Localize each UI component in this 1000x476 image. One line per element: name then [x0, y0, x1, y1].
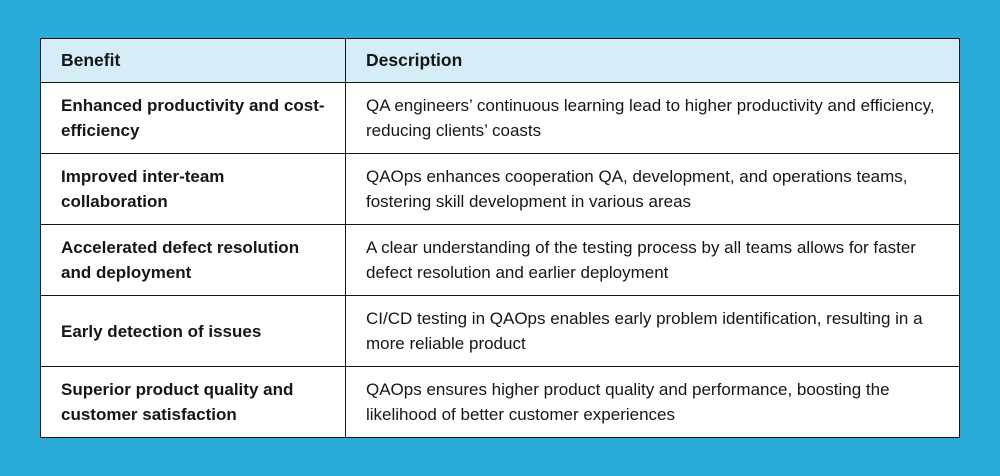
table-row: Early detection of issues CI/CD testing … — [40, 295, 960, 367]
description-cell: CI/CD testing in QAOps enables early pro… — [345, 295, 960, 367]
description-cell: QAOps enhances cooperation QA, developme… — [345, 153, 960, 225]
table-header-row: Benefit Description — [40, 38, 960, 83]
description-cell: QAOps ensures higher product quality and… — [345, 366, 960, 438]
table-row: Enhanced productivity and cost-efficienc… — [40, 82, 960, 154]
benefit-cell: Early detection of issues — [40, 295, 346, 367]
benefit-cell: Improved inter-team collaboration — [40, 153, 346, 225]
qaops-benefits-table: Benefit Description Enhanced productivit… — [40, 38, 960, 438]
table-row: Superior product quality and customer sa… — [40, 366, 960, 438]
description-cell: A clear understanding of the testing pro… — [345, 224, 960, 296]
table-row: Accelerated defect resolution and deploy… — [40, 224, 960, 296]
benefit-cell: Accelerated defect resolution and deploy… — [40, 224, 346, 296]
benefit-cell: Superior product quality and customer sa… — [40, 366, 346, 438]
column-header-benefit: Benefit — [40, 38, 346, 83]
table-row: Improved inter-team collaboration QAOps … — [40, 153, 960, 225]
description-cell: QA engineers’ continuous learning lead t… — [345, 82, 960, 154]
column-header-description: Description — [345, 38, 960, 83]
benefit-cell: Enhanced productivity and cost-efficienc… — [40, 82, 346, 154]
